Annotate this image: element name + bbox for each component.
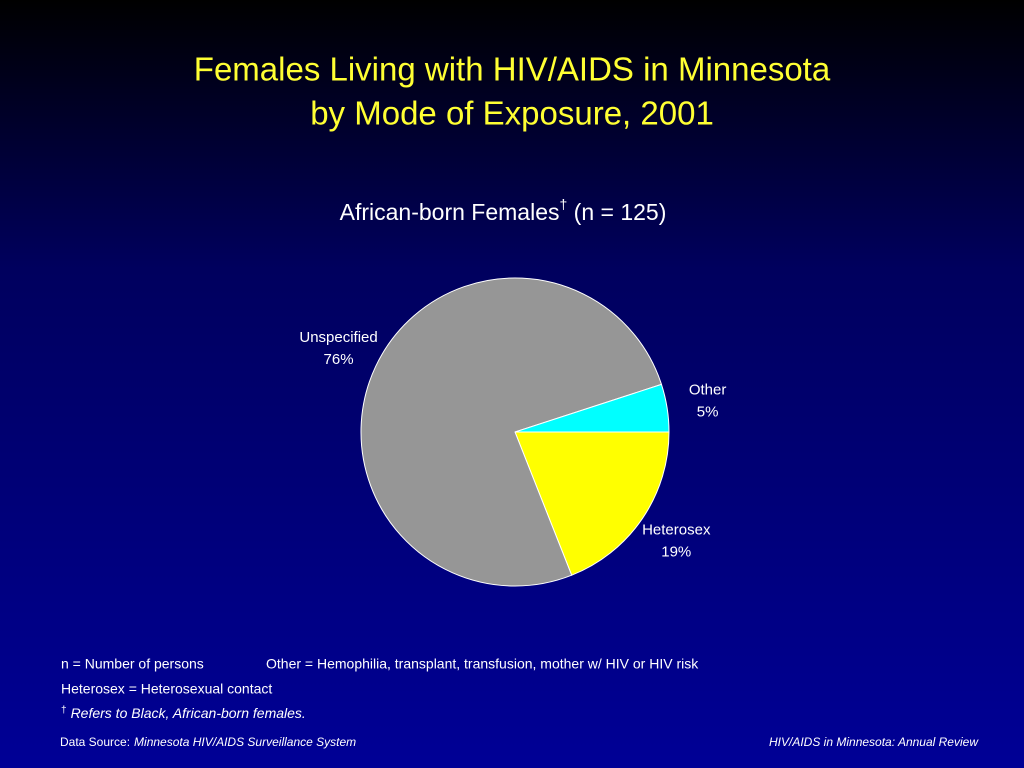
slice-label: Unspecified bbox=[299, 329, 377, 346]
chart-title: by Mode of Exposure, 2001 bbox=[310, 95, 714, 132]
pie: Heterosex 19% Unspecified 76% Other 5% bbox=[299, 277, 727, 587]
slice-value-label: 5% bbox=[697, 403, 719, 420]
pie-slice bbox=[514, 431, 670, 576]
subtitle-mark: † bbox=[559, 196, 567, 212]
source-label: Data Source: bbox=[60, 735, 130, 749]
slice-label: Other bbox=[689, 381, 727, 398]
footnote-mark: † bbox=[61, 705, 67, 716]
footnote-text: Refers to Black, African-born females. bbox=[71, 705, 306, 721]
subtitle-text: African-born Females bbox=[340, 199, 560, 225]
slice-value-label: 19% bbox=[661, 544, 691, 561]
slice-value-label: 76% bbox=[324, 351, 354, 368]
pie-slice bbox=[360, 277, 663, 587]
slice-label: Heterosex bbox=[642, 522, 711, 539]
footnote: Other = Hemophilia, transplant, transfus… bbox=[266, 656, 699, 672]
pie-slice bbox=[514, 383, 670, 433]
footer-right: HIV/AIDS in Minnesota: Annual Review bbox=[769, 735, 979, 749]
footnote: † Refers to Black, African-born females. bbox=[61, 705, 306, 721]
footnote: n = Number of persons bbox=[61, 656, 204, 672]
chart-subtitle: African-born Females† (n = 125) bbox=[340, 196, 667, 225]
source-name: Minnesota HIV/AIDS Surveillance System bbox=[134, 735, 356, 749]
source: Data Source: Minnesota HIV/AIDS Surveilla… bbox=[60, 735, 356, 749]
chart-title: Females Living with HIV/AIDS in Minnesot… bbox=[194, 51, 831, 88]
footnote: Heterosex = Heterosexual contact bbox=[61, 681, 272, 697]
subtitle-rest: (n = 125) bbox=[567, 199, 666, 225]
